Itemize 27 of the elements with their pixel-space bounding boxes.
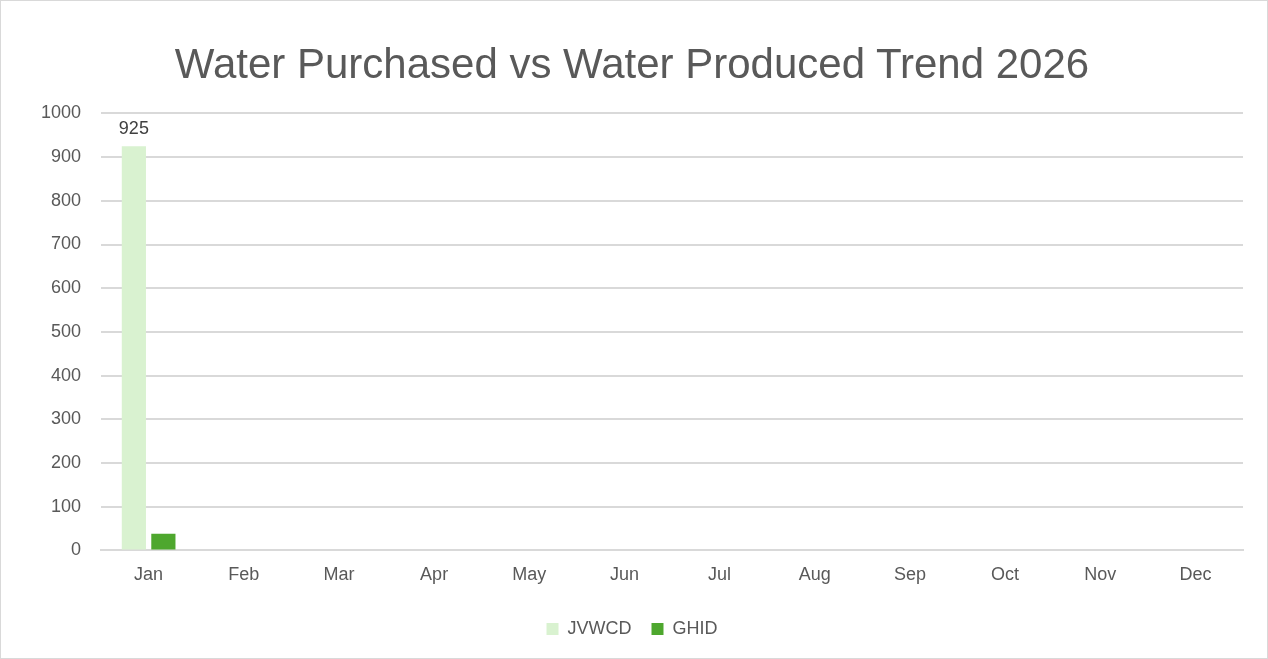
data-label: 925: [118, 118, 149, 139]
x-tick-label: Feb: [228, 564, 260, 585]
y-tick-label: 300: [51, 408, 82, 429]
x-tick-label: Oct: [991, 564, 1020, 585]
y-tick-label: 800: [51, 189, 82, 210]
y-tick-label: 1000: [41, 102, 82, 123]
x-tick-label: Dec: [1179, 564, 1212, 585]
legend-label: GHID: [672, 617, 718, 638]
y-tick-label: 500: [51, 320, 82, 341]
y-tick-label: 900: [51, 146, 82, 167]
x-tick-label: May: [512, 564, 547, 585]
x-tick-label: Sep: [893, 564, 926, 585]
y-tick-label: 0: [71, 539, 82, 560]
x-tick-label: Aug: [798, 564, 831, 585]
chart-title: Water Purchased vs Water Produced Trend 2026: [174, 39, 1090, 87]
x-tick-label: Apr: [420, 564, 449, 585]
legend-label: JVWCD: [567, 617, 632, 638]
x-tick-label: Nov: [1084, 564, 1117, 585]
y-tick-label: 700: [51, 233, 82, 254]
x-tick-label: Jul: [708, 564, 732, 585]
y-tick-label: 400: [51, 364, 82, 385]
x-tick-label: Mar: [323, 564, 355, 585]
y-tick-label: 100: [51, 495, 82, 516]
x-tick-label: Jun: [609, 564, 639, 585]
x-tick-label: Jan: [134, 564, 164, 585]
y-tick-label: 200: [51, 451, 82, 472]
y-tick-label: 600: [51, 277, 82, 298]
